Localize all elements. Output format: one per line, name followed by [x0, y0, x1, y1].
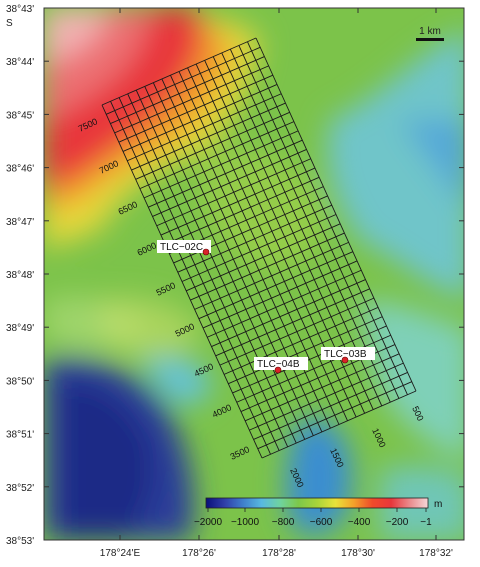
site-label: TLC−04B	[257, 359, 300, 370]
colorbar-tick-label: −600	[310, 517, 333, 528]
site-label-background	[157, 240, 211, 253]
depth-colorbar: m −2000 −1000 −800 −600 −400 −200 −1	[194, 497, 442, 528]
colorbar-tick-label: −200	[386, 517, 409, 528]
colorbar-tick-label: −400	[348, 517, 371, 528]
grid-line	[122, 84, 278, 152]
grid-line	[211, 279, 366, 347]
grid-line	[160, 167, 316, 236]
grid-line	[202, 260, 358, 329]
grid-line	[198, 251, 354, 320]
lat-tick-label: 38°50'	[6, 376, 34, 387]
grid-line	[131, 102, 286, 171]
lat-tick-label: 38°53'	[6, 536, 34, 547]
latitude-axis: 38°43' 38°44' 38°45' 38°46' 38°47' 38°48' 38°4…	[6, 4, 464, 547]
grid-line	[101, 37, 257, 106]
site-dot	[341, 356, 349, 364]
colorbar-tick-label: −2000	[194, 517, 223, 528]
grid-line	[118, 74, 274, 143]
grid-line	[236, 334, 391, 403]
grid-line	[232, 325, 387, 394]
longitude-axis: 178°24'E 178°26' 178°28' 178°30' 178°32'	[100, 8, 453, 559]
grid-line	[186, 223, 341, 292]
lat-tick-label: 38°43'	[6, 4, 34, 15]
grid-line	[190, 232, 345, 301]
grid-line	[244, 353, 400, 422]
grid-line	[156, 158, 311, 227]
grid-line	[177, 204, 332, 273]
site-marker: TLC−02C	[157, 240, 211, 256]
bathymetry-surface	[44, 8, 464, 540]
latitude-hemisphere-label: S	[6, 18, 13, 29]
lat-tick-label: 38°44'	[6, 57, 34, 68]
lat-tick-label: 38°47'	[6, 217, 34, 228]
lon-tick-label: 178°30'	[341, 548, 375, 559]
site-dot	[274, 366, 282, 374]
grid-line	[261, 390, 417, 459]
grid-line	[215, 288, 370, 357]
site-label: TLC−03B	[324, 349, 367, 360]
grid-line	[257, 381, 412, 450]
colorbar-tick-label: −800	[272, 517, 295, 528]
lon-tick-label: 178°26'	[182, 548, 216, 559]
grid-line	[164, 176, 320, 245]
grid-line	[223, 306, 379, 375]
grid-line	[207, 269, 362, 338]
grid-line	[114, 65, 269, 134]
grid-line	[194, 241, 349, 310]
grid-line	[253, 372, 408, 440]
lat-tick-label: 38°46'	[6, 164, 34, 175]
grid-line	[106, 46, 261, 115]
grid-line	[139, 121, 295, 190]
grid-line	[219, 297, 375, 366]
grid-line	[181, 214, 337, 282]
lat-tick-label: 38°49'	[6, 323, 34, 334]
lat-tick-label: 38°45'	[6, 110, 34, 121]
grid-line	[143, 130, 299, 199]
lat-tick-label: 38°48'	[6, 270, 34, 281]
colorbar-unit: m	[434, 499, 442, 510]
svg-text:1 km: 1 km	[419, 26, 441, 37]
grid-line	[127, 93, 282, 162]
site-label: TLC−02C	[160, 242, 203, 253]
sites-layer: TLC−02C TLC−04B TLC−03B	[157, 240, 375, 374]
site-marker: TLC−03B	[321, 347, 375, 364]
grid-line	[249, 362, 404, 431]
lon-tick-label: 178°24'E	[100, 548, 141, 559]
lon-tick-label: 178°32'	[419, 548, 453, 559]
scale-bar: 1 km	[416, 26, 444, 41]
survey-grid	[101, 37, 417, 459]
colorbar-tick-label: −1	[420, 517, 432, 528]
grid-line	[152, 149, 307, 217]
lat-tick-label: 38°52'	[6, 483, 34, 494]
lat-tick-label: 38°51'	[6, 430, 34, 441]
grid-line	[148, 139, 303, 208]
site-label-background	[254, 357, 308, 370]
grid-line	[135, 111, 290, 180]
site-marker: TLC−04B	[254, 357, 308, 374]
grid-line	[228, 316, 383, 385]
lon-tick-label: 178°28'	[262, 548, 296, 559]
grid-line	[110, 56, 265, 124]
site-dot	[202, 248, 210, 256]
colorbar-tick-label: −1000	[231, 517, 260, 528]
site-label-background	[321, 347, 375, 360]
